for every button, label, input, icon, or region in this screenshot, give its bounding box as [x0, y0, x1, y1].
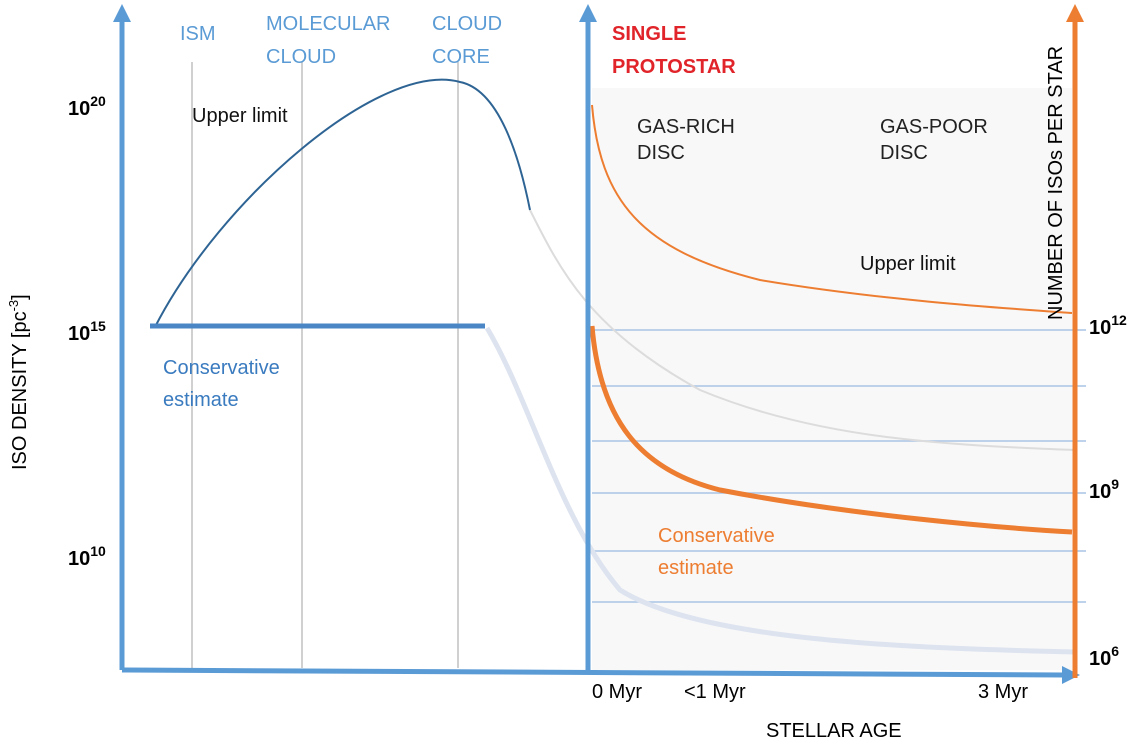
y2-axis-label: NUMBER OF ISOs PER STAR — [1045, 46, 1067, 320]
tick-base: 10 — [1089, 481, 1111, 503]
annotation: estimate — [658, 557, 734, 579]
conservative-continuation — [484, 326, 1076, 655]
y-tick-label: 1020 — [68, 93, 106, 120]
stage-label: ISM — [180, 23, 216, 45]
annotation: Upper limit — [860, 253, 956, 275]
annotation: estimate — [163, 389, 239, 411]
tick-exponent: 9 — [1111, 476, 1119, 492]
x-axis-label: STELLAR AGE — [766, 720, 902, 741]
y2-tick-label: 106 — [1089, 643, 1119, 670]
upper-continuation — [529, 209, 1076, 451]
tick-base: 10 — [68, 98, 90, 120]
label-part: ISO DENSITY [pc — [9, 311, 31, 470]
tick-exponent: 10 — [90, 543, 106, 559]
disc-upper-curve — [591, 104, 1073, 314]
y-axis-label: ISO DENSITY [pc-3] — [6, 294, 31, 470]
tick-base: 10 — [68, 548, 90, 570]
annotation: GAS-POOR — [880, 116, 988, 138]
stage-label: CLOUD — [432, 13, 502, 35]
disc-conservative-curve — [589, 325, 1073, 535]
annotation: DISC — [637, 142, 685, 164]
stage-label: CORE — [432, 46, 490, 68]
tick-base: 10 — [1089, 648, 1111, 670]
x-tick-label: 0 Myr — [592, 681, 642, 703]
label-part: -3 — [6, 300, 21, 312]
stage-label: MOLECULAR — [266, 13, 390, 35]
stage-label: CLOUD — [266, 46, 336, 68]
annotation: Conservative — [163, 357, 280, 379]
x-tick-label: 3 Myr — [978, 681, 1028, 703]
y2-tick-label: 109 — [1089, 476, 1119, 503]
label-part: ] — [9, 294, 31, 300]
cloud-upper-curve — [154, 78, 531, 328]
annotation: DISC — [880, 142, 928, 164]
axes — [113, 4, 1084, 684]
y-tick-label: 1010 — [68, 543, 106, 570]
level-lines — [592, 329, 1086, 603]
tick-exponent: 20 — [90, 93, 106, 109]
protostar-label: SINGLE — [612, 23, 686, 45]
stage-lines — [191, 62, 459, 668]
annotation: Conservative — [658, 525, 775, 547]
protostar-label: PROTOSTAR — [612, 56, 736, 78]
y2-tick-label: 1012 — [1089, 312, 1127, 339]
tick-exponent: 12 — [1111, 312, 1127, 328]
tick-base: 10 — [68, 323, 90, 345]
disc-region — [592, 88, 1072, 670]
annotation: GAS-RICH — [637, 116, 735, 138]
y-tick-label: 1015 — [68, 318, 106, 345]
tick-exponent: 15 — [90, 318, 106, 334]
annotation: Upper limit — [192, 105, 288, 127]
x-tick-label: <1 Myr — [684, 681, 746, 703]
tick-exponent: 6 — [1111, 643, 1119, 659]
tick-base: 10 — [1089, 317, 1111, 339]
